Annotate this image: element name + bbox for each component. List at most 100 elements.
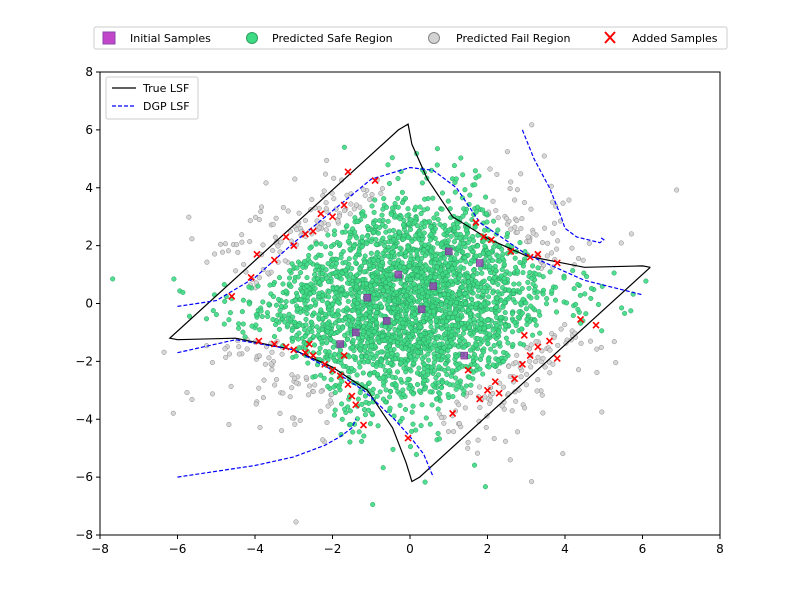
safe-region-point [331, 412, 337, 418]
safe-region-point [347, 314, 353, 320]
safe-region-point [443, 361, 449, 367]
safe-region-point [432, 368, 438, 374]
safe-region-point [517, 259, 523, 266]
fail-region-point [270, 247, 276, 254]
safe-region-point [417, 340, 423, 346]
safe-region-point [406, 286, 412, 292]
safe-region-point [373, 236, 379, 243]
safe-region-point [507, 271, 513, 277]
fail-region-point [542, 364, 548, 370]
safe-region-point [467, 330, 473, 337]
safe-region-point [423, 263, 429, 269]
safe-region-point [380, 465, 386, 471]
safe-region-point [412, 219, 418, 225]
safe-region-point [320, 316, 326, 322]
safe-region-point [355, 320, 361, 326]
safe-region-point [203, 316, 210, 322]
safe-region-point [283, 299, 289, 305]
y-tick-label: 0 [85, 297, 93, 311]
safe-region-point [363, 354, 369, 360]
safe-region-point [450, 394, 456, 400]
safe-region-point [359, 299, 365, 305]
safe-region-point [395, 195, 401, 201]
safe-region-point [480, 238, 486, 244]
safe-region-point [240, 297, 246, 303]
safe-region-point [438, 349, 444, 355]
safe-region-point [389, 249, 395, 256]
fail-region-point [482, 394, 488, 400]
safe-region-point [361, 269, 367, 275]
safe-region-point [496, 329, 502, 335]
safe-region-point [367, 372, 373, 378]
safe-region-point [528, 303, 534, 309]
safe-region-point [368, 338, 374, 344]
safe-region-point [326, 294, 332, 300]
safe-region-point [380, 217, 386, 223]
safe-region-point [489, 279, 495, 285]
safe-region-point [380, 396, 386, 402]
safe-region-point [313, 300, 319, 306]
added-sample-point [328, 366, 337, 374]
fail-region-point [518, 171, 524, 177]
fail-region-point [523, 382, 529, 388]
initial-sample-point [336, 340, 344, 348]
safe-region-point [526, 285, 532, 291]
safe-region-point [453, 176, 459, 182]
safe-region-point [450, 314, 456, 321]
fail-region-point [331, 175, 337, 181]
safe-region-point [325, 383, 331, 389]
fail-region-point [297, 417, 303, 424]
safe-region-point [307, 326, 313, 332]
safe-region-point [405, 376, 411, 382]
safe-region-point [388, 323, 394, 329]
safe-region-point [387, 388, 394, 395]
safe-region-point [362, 393, 368, 399]
safe-region-point [395, 314, 401, 320]
safe-region-point [439, 379, 445, 385]
fail-region-point [369, 192, 375, 198]
fail-region-point [575, 367, 582, 373]
fail-region-point [209, 359, 215, 366]
safe-region-point [393, 382, 399, 388]
added-sample-point [534, 343, 542, 351]
fail-region-point [226, 351, 233, 357]
safe-region-point [422, 386, 428, 392]
fail-region-point [509, 408, 515, 414]
fail-region-point [256, 353, 262, 359]
safe-region-point [354, 284, 360, 290]
fail-region-point [483, 424, 489, 431]
safe-region-point [482, 227, 488, 233]
safe-region-point [239, 309, 245, 315]
safe-region-point [352, 215, 358, 221]
safe-region-point [367, 314, 373, 320]
safe-region-point [360, 316, 366, 322]
safe-region-point [294, 293, 300, 299]
safe-region-point [516, 281, 522, 287]
safe-region-point [326, 349, 332, 355]
safe-region-point [434, 146, 440, 152]
safe-region-point [453, 386, 459, 392]
added-sample-point [328, 213, 337, 221]
safe-region-point [530, 332, 536, 338]
fail-region-point [218, 241, 224, 247]
safe-region-point [458, 264, 464, 270]
safe-region-point [378, 349, 384, 355]
safe-region-point [484, 219, 490, 225]
safe-region-point [430, 382, 436, 388]
safe-region-point [435, 372, 442, 378]
fail-region-point [278, 239, 284, 245]
safe-region-point [573, 301, 579, 307]
added-sample-point [321, 360, 329, 368]
safe-region-point [289, 327, 295, 333]
safe-region-point [240, 321, 246, 327]
safe-region-point [439, 326, 445, 332]
marker-layer [228, 168, 600, 442]
added-sample-point [282, 343, 290, 351]
safe-region-point [420, 370, 426, 376]
initial-sample-point [417, 305, 426, 314]
safe-region-point [419, 279, 425, 285]
fail-region-point [578, 340, 584, 346]
fail-region-point [336, 213, 343, 219]
safe-region-point [408, 256, 414, 262]
safe-region-point [436, 260, 442, 266]
